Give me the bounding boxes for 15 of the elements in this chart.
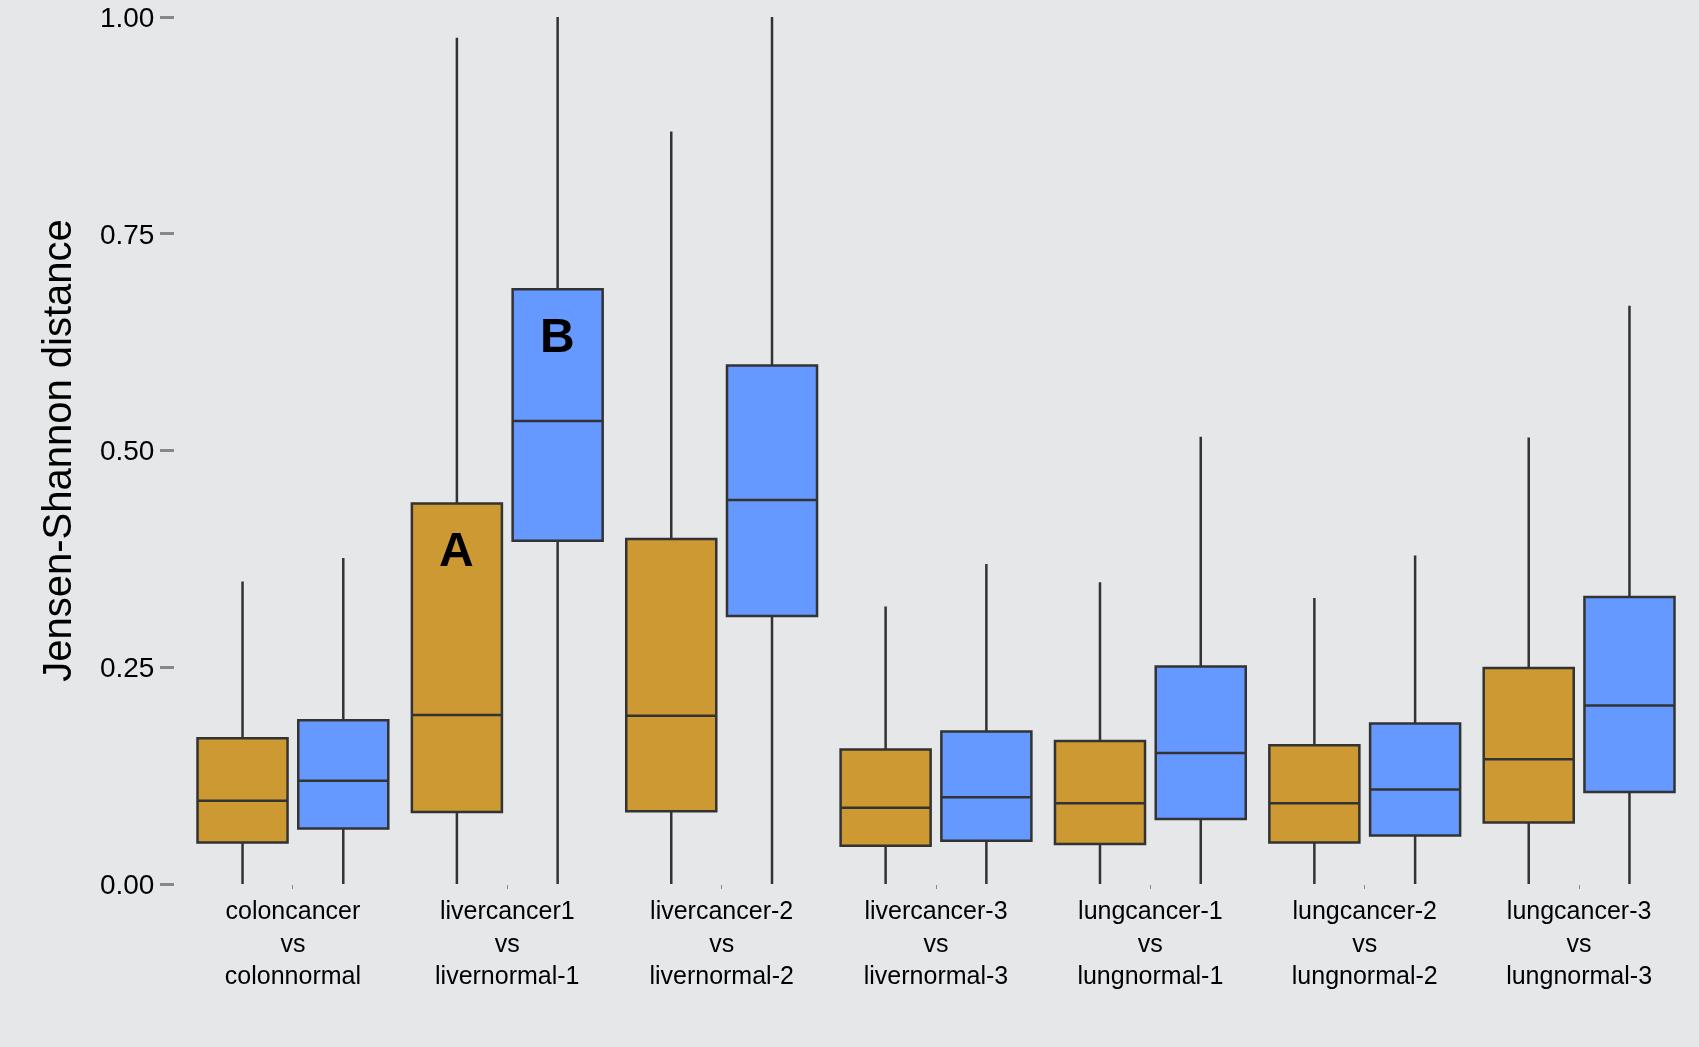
y-tick-label: 1.00 [99,1,155,33]
x-tick-label: lungcancer-3 vs lungnormal-3 [1506,896,1653,989]
y-axis-title: Jensen-Shannon distance [35,219,80,682]
x-tick-label: coloncancer vs colonnormal [224,896,361,989]
y-tick-label: 0.00 [99,868,155,900]
x-tick-label: livercancer1 vs livernormal-1 [435,896,580,989]
x-tick-label: livercancer-3 vs livernormal-3 [863,896,1009,989]
x-tick-label: lungcancer-1 vs lungnormal-1 [1077,896,1224,989]
x-tick-label: lungcancer-2 vs lungnormal-2 [1291,896,1438,989]
y-tick-label: 0.50 [99,435,155,467]
y-tick-label: 0.25 [99,652,155,684]
x-tick-label: livercancer-2 vs livernormal-2 [649,896,794,989]
annotation: B [540,309,575,362]
annotation: A [439,523,474,576]
y-tick-label: 0.75 [99,218,155,250]
